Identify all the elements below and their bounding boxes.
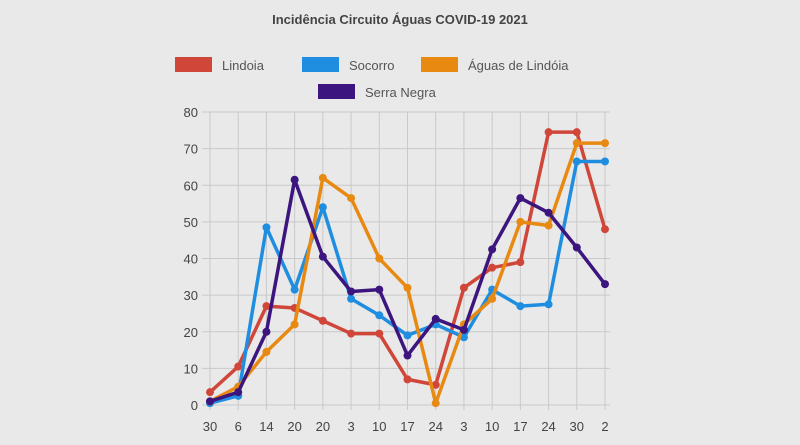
x-tick-label: 10 [485,419,499,434]
y-tick-label: 30 [184,288,198,303]
data-point [544,128,553,137]
x-tick-label: 20 [287,419,301,434]
x-tick-label: 17 [400,419,414,434]
data-point [403,331,412,340]
data-point [318,203,327,212]
x-tick-label: 2 [601,419,608,434]
data-point [375,329,384,338]
y-tick-label: 60 [184,178,198,193]
data-point [290,285,299,294]
data-point [206,388,214,397]
legend-swatch [175,57,212,72]
x-tick-label: 17 [513,419,527,434]
data-point [403,283,412,292]
data-point [347,294,356,303]
data-point [290,320,299,329]
data-point [431,380,440,389]
data-point [572,128,581,137]
data-point [262,327,271,336]
data-point [488,263,497,272]
y-tick-label: 50 [184,215,198,230]
data-point [375,285,384,294]
data-point [431,399,440,408]
data-point [206,397,214,406]
x-tick-label: 6 [235,419,242,434]
data-point [318,316,327,325]
data-point [601,225,609,234]
y-tick-label: 10 [184,361,198,376]
data-point [544,208,553,217]
x-tick-label: 3 [460,419,467,434]
data-point [403,351,412,360]
x-tick-label: 10 [372,419,386,434]
data-point [459,283,468,292]
x-tick-label: 24 [541,419,555,434]
data-point [516,194,525,203]
legend-label: Lindoia [222,58,265,73]
data-point [234,362,243,371]
x-tick-label: 30 [203,419,217,434]
data-point [601,280,609,289]
data-point [516,217,525,226]
data-point [488,245,497,254]
data-point [431,314,440,323]
data-point [544,221,553,230]
x-tick-label: 20 [316,419,330,434]
data-point [601,157,609,166]
y-tick-label: 20 [184,325,198,340]
data-point [347,194,356,203]
legend-label: Águas de Lindóia [468,58,569,73]
data-point [375,254,384,263]
legend-swatch [421,57,458,72]
data-point [318,173,327,182]
data-point [544,300,553,309]
data-point [459,325,468,334]
data-point [318,252,327,261]
data-point [459,333,468,342]
x-tick-label: 3 [347,419,354,434]
legend-swatch [302,57,339,72]
data-point [572,139,581,148]
data-point [488,294,497,303]
x-tick-label: 24 [428,419,442,434]
data-point [262,347,271,356]
chart-title: Incidência Circuito Águas COVID-19 2021 [272,12,528,27]
data-point [572,243,581,252]
x-tick-label: 30 [570,419,584,434]
y-tick-label: 40 [184,252,198,267]
y-tick-label: 80 [184,105,198,120]
data-point [290,175,299,184]
y-tick-label: 0 [191,398,198,413]
data-point [234,388,243,397]
data-point [375,311,384,320]
legend-swatch [318,84,355,99]
data-point [403,375,412,384]
data-point [572,157,581,166]
data-point [601,139,609,148]
x-tick-label: 14 [259,419,273,434]
data-point [347,287,356,296]
legend-label: Socorro [349,58,395,73]
data-point [262,223,271,232]
data-point [347,329,356,338]
legend-label: Serra Negra [365,85,437,100]
y-tick-label: 70 [184,142,198,157]
data-point [516,302,525,311]
data-point [516,258,525,267]
data-point [262,302,271,311]
